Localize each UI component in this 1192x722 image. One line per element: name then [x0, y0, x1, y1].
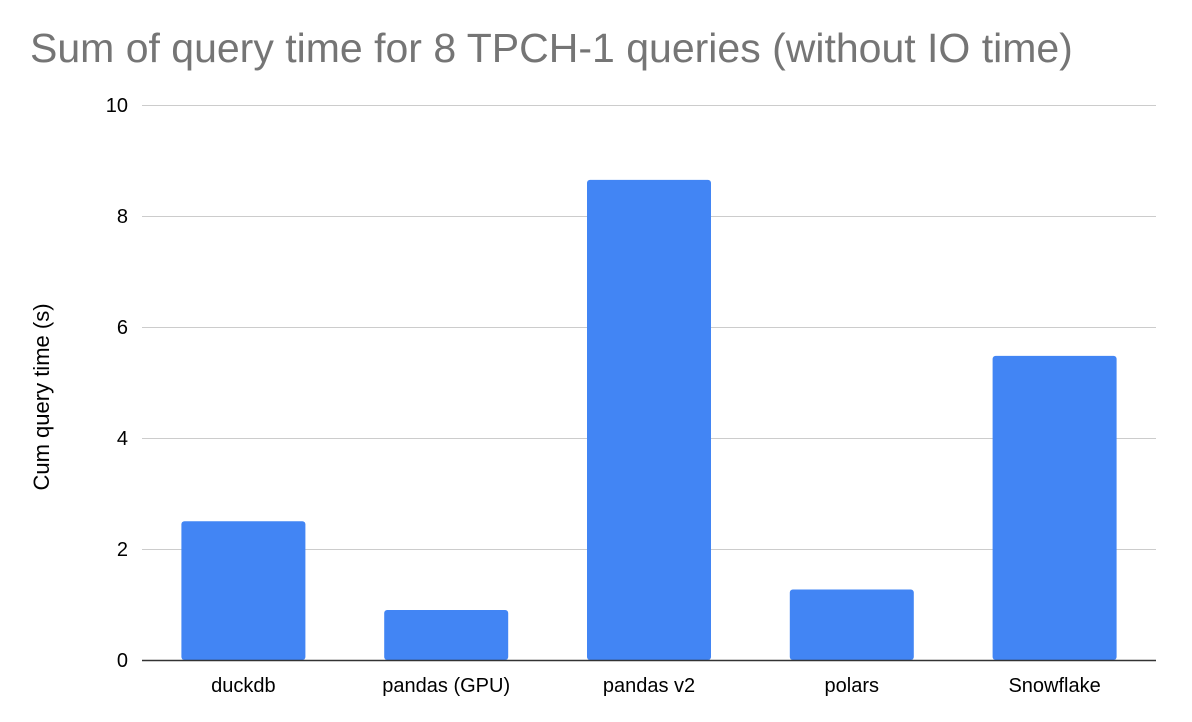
x-tick-label: pandas v2	[603, 675, 695, 697]
y-tick-label: 4	[117, 428, 128, 450]
bar-polars	[789, 589, 914, 660]
y-tick-label: 10	[106, 95, 128, 117]
x-tick-label: pandas (GPU)	[382, 675, 510, 697]
x-tick-label: Snowflake	[1008, 675, 1100, 697]
y-tick-label: 0	[117, 650, 128, 672]
bar-snowflake	[992, 355, 1117, 660]
x-tick-label: polars	[825, 675, 879, 697]
y-tick-label: 6	[117, 317, 128, 339]
y-tick-label: 2	[117, 539, 128, 561]
chart-title: Sum of query time for 8 TPCH-1 queries (…	[30, 25, 1073, 71]
bar-pandas-v2	[587, 179, 711, 661]
bar-duckdb	[181, 521, 306, 660]
bars	[181, 179, 1117, 661]
y-axis-ticks: 0 2 4 6 8 10	[106, 95, 128, 672]
y-axis-label: Cum query time (s)	[29, 303, 54, 490]
x-axis-ticks: duckdb pandas (GPU) pandas v2 polars Snowfla…	[211, 675, 1101, 697]
x-tick-label: duckdb	[211, 675, 276, 697]
bar-pandas-gpu	[384, 610, 509, 660]
y-tick-label: 8	[117, 206, 128, 228]
